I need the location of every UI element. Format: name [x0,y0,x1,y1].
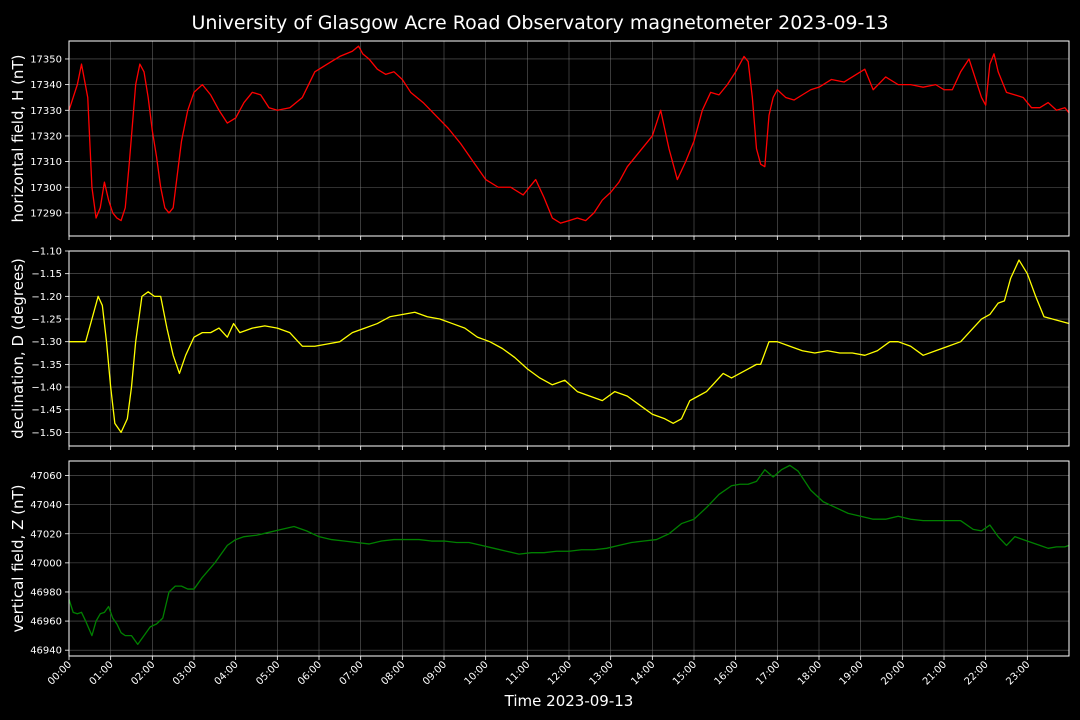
x-tick-label: 15:00 [671,659,699,687]
y-tick-label: 46940 [30,646,62,657]
y-tick-label: 46980 [30,587,62,598]
x-tick-label: 09:00 [421,659,449,687]
y-axis-label: declination, D (degrees) [9,258,27,439]
y-tick-label: 17330 [30,106,62,117]
x-tick-label: 11:00 [504,659,532,687]
y-tick-label: 17290 [30,208,62,219]
y-tick-label: 47060 [30,471,62,482]
y-tick-label: 17340 [30,80,62,91]
x-tick-label: 20:00 [879,659,907,687]
axes-frame [68,460,1070,657]
x-tick-label: 03:00 [171,659,199,687]
x-tick-label: 00:00 [46,659,74,687]
x-tick-label: 08:00 [379,659,407,687]
x-tick-label: 02:00 [129,659,157,687]
x-tick-label: 05:00 [254,659,282,687]
y-tick-label: −1.50 [31,428,62,439]
declination-panel: −1.50 −1.45 −1.40 −1.35 −1.30 −1.25 −1.20 −1.15… [9,247,1070,450]
y-tick-label: 46960 [30,617,62,628]
y-tick-label: −1.35 [31,360,62,371]
x-tick-label: 16:00 [713,659,741,687]
y-tick-label: 47000 [30,558,62,569]
y-tick-label: 47040 [30,500,62,511]
y-tick-label: −1.15 [31,269,62,280]
x-tick-label: 10:00 [463,659,491,687]
y-tick-label: −1.30 [31,337,62,348]
y-tick-label: −1.45 [31,405,62,416]
x-tick-label: 13:00 [588,659,616,687]
y-tick-label: 17350 [30,54,62,65]
x-tick-label: 07:00 [338,659,366,687]
y-tick-label: 47020 [30,529,62,540]
x-tick-label: 04:00 [213,659,241,687]
y-tick-label: 17300 [30,183,62,194]
horizontal-field-panel: 17290 17300 17310 17320 17330 17340 17350horiz… [9,40,1070,240]
x-tick-label: 06:00 [296,659,324,687]
y-tick-label: −1.40 [31,383,62,394]
axes-frame [68,250,1070,447]
x-tick-label: 18:00 [796,659,824,687]
x-tick-label: 21:00 [921,659,949,687]
x-tick-label: 19:00 [838,659,866,687]
x-tick-label: 14:00 [629,659,657,687]
y-tick-label: −1.20 [31,292,62,303]
y-tick-label: 17320 [30,131,62,142]
chart-title: University of Glasgow Acre Road Observat… [191,12,888,34]
y-axis-label: vertical field, Z (nT) [9,484,27,632]
x-tick-label: 12:00 [546,659,574,687]
series-line [68,45,1070,224]
x-tick-label: 17:00 [754,659,782,687]
x-axis-label: Time 2023-09-13 [504,692,634,710]
y-tick-label: −1.25 [31,315,62,326]
x-tick-label: 23:00 [1004,659,1032,687]
x-tick-label: 22:00 [963,659,991,687]
x-tick-label: 01:00 [88,659,116,687]
series-line [68,464,1070,646]
y-axis-label: horizontal field, H (nT) [9,55,27,223]
y-tick-label: −1.10 [31,247,62,258]
vertical-field-panel: 46940 46960 46980 47000 47020 47040 47060verti… [9,460,1070,688]
axes-frame [68,40,1070,237]
y-tick-label: 17310 [30,157,62,168]
series-line [69,259,1070,434]
